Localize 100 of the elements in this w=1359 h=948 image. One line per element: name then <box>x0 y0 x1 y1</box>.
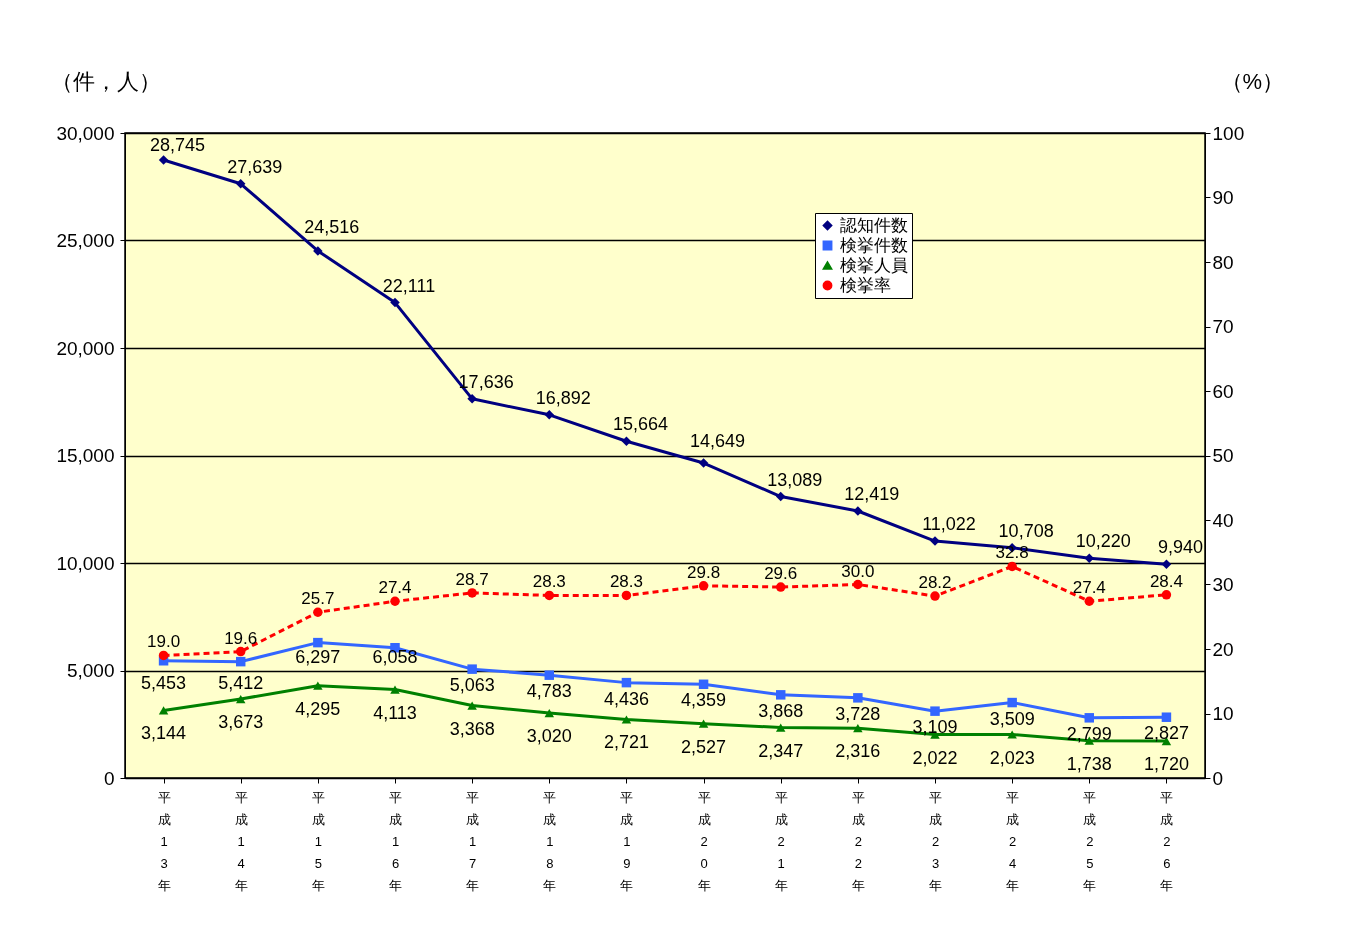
data-label: 4,359 <box>681 690 727 711</box>
point <box>621 715 632 724</box>
data-label: 27.4 <box>378 578 412 598</box>
data-label: 16,892 <box>535 387 591 408</box>
point <box>621 677 632 688</box>
point <box>1007 730 1017 739</box>
point <box>158 706 169 715</box>
point <box>544 670 555 680</box>
data-label: 3,368 <box>449 718 495 739</box>
data-label: 32.8 <box>995 543 1029 563</box>
y2-tick-label: 30 <box>1212 574 1234 595</box>
data-label: 3,109 <box>912 717 958 738</box>
legend-label: 検挙率 <box>840 275 891 295</box>
point <box>235 656 246 667</box>
point <box>158 155 169 165</box>
y-tick-label: 25,000 <box>56 230 115 251</box>
point <box>1084 713 1095 723</box>
data-label: 14,649 <box>690 431 746 452</box>
data-label: 19.6 <box>224 628 258 648</box>
x-tick-label: 平成16年 <box>389 789 402 893</box>
x-tick-label: 平成22年 <box>851 789 865 893</box>
point <box>930 706 940 716</box>
data-label: 17,636 <box>458 371 514 392</box>
point <box>1161 712 1172 722</box>
point <box>1084 596 1095 606</box>
data-label: 5,453 <box>141 672 187 693</box>
x-tick-label: 平成18年 <box>543 789 557 893</box>
y2-tick-label: 80 <box>1212 251 1234 273</box>
data-label: 28.4 <box>1149 571 1183 591</box>
data-label: 11,022 <box>922 514 976 535</box>
point <box>467 588 477 598</box>
y-tick-label: 15,000 <box>56 445 115 466</box>
point <box>775 491 786 502</box>
y2-tick-label: 100 <box>1212 122 1245 144</box>
data-label: 1,738 <box>1066 753 1112 774</box>
x-tick-label: 平成23年 <box>929 789 942 893</box>
point <box>313 637 323 648</box>
point <box>1007 561 1017 572</box>
data-label: 22,111 <box>382 275 436 296</box>
y-tick-label: 10,000 <box>56 552 115 574</box>
x-tick-label: 平成26年 <box>1160 789 1174 893</box>
data-label: 3,673 <box>218 712 264 733</box>
y2-tick-label: 90 <box>1212 187 1234 208</box>
data-label: 3,728 <box>835 703 881 724</box>
y-tick-label: 20,000 <box>56 337 115 359</box>
legend-label: 認知件数 <box>840 215 908 235</box>
data-label: 28.3 <box>532 572 566 592</box>
data-label: 2,022 <box>912 747 958 768</box>
point <box>467 394 477 404</box>
data-label: 24,516 <box>304 216 360 237</box>
data-label: 4,113 <box>373 702 417 723</box>
point <box>698 679 709 690</box>
data-label: 25.7 <box>301 589 335 609</box>
data-label: 9,940 <box>1157 537 1203 558</box>
point <box>390 685 400 694</box>
point <box>698 458 709 468</box>
data-label: 27.4 <box>1072 578 1106 598</box>
data-label: 3,144 <box>141 723 187 744</box>
point <box>390 297 400 308</box>
data-label: 10,220 <box>1075 531 1131 552</box>
point <box>235 646 246 657</box>
x-tick-label: 平成13年 <box>157 789 171 893</box>
x-tick-label: 平成17年 <box>466 789 480 893</box>
data-label: 19.0 <box>147 632 181 652</box>
x-tick-label: 平成25年 <box>1083 789 1097 893</box>
data-label: 3,020 <box>526 726 572 747</box>
x-tick-label: 平成19年 <box>620 789 634 893</box>
point <box>1161 559 1172 570</box>
y2-tick-label: 0 <box>1212 767 1224 789</box>
data-label: 4,783 <box>526 681 572 702</box>
point <box>775 690 786 700</box>
legend-label: 検挙人員 <box>840 255 908 275</box>
y2-tick-label: 50 <box>1212 445 1234 466</box>
data-label: 28.3 <box>609 572 643 592</box>
y-tick-label: 5,000 <box>66 660 115 681</box>
point <box>853 579 863 590</box>
point <box>853 724 863 733</box>
data-label: 29.8 <box>687 562 721 582</box>
data-label: 5,063 <box>449 675 495 696</box>
data-label: 6,297 <box>295 646 341 667</box>
y2-tick-label: 10 <box>1212 703 1234 724</box>
x-tick-label: 平成24年 <box>1006 789 1020 893</box>
point <box>158 650 169 661</box>
x-tick-label: 平成15年 <box>311 789 325 893</box>
data-label: 30.0 <box>841 561 875 581</box>
point <box>467 701 477 710</box>
data-label: 2,799 <box>1066 723 1112 744</box>
point <box>235 694 246 704</box>
data-label: 4,295 <box>295 698 341 719</box>
point <box>544 410 555 420</box>
data-label: 15,664 <box>612 414 668 435</box>
data-label: 6,058 <box>372 646 418 667</box>
point <box>775 582 786 592</box>
data-label: 13,089 <box>767 469 823 490</box>
point <box>544 590 555 601</box>
point <box>390 596 400 606</box>
data-label: 12,419 <box>844 483 900 504</box>
data-label: 1,720 <box>1143 754 1189 775</box>
data-label: 28.7 <box>455 569 489 589</box>
legend-label: 検挙件数 <box>840 235 908 255</box>
